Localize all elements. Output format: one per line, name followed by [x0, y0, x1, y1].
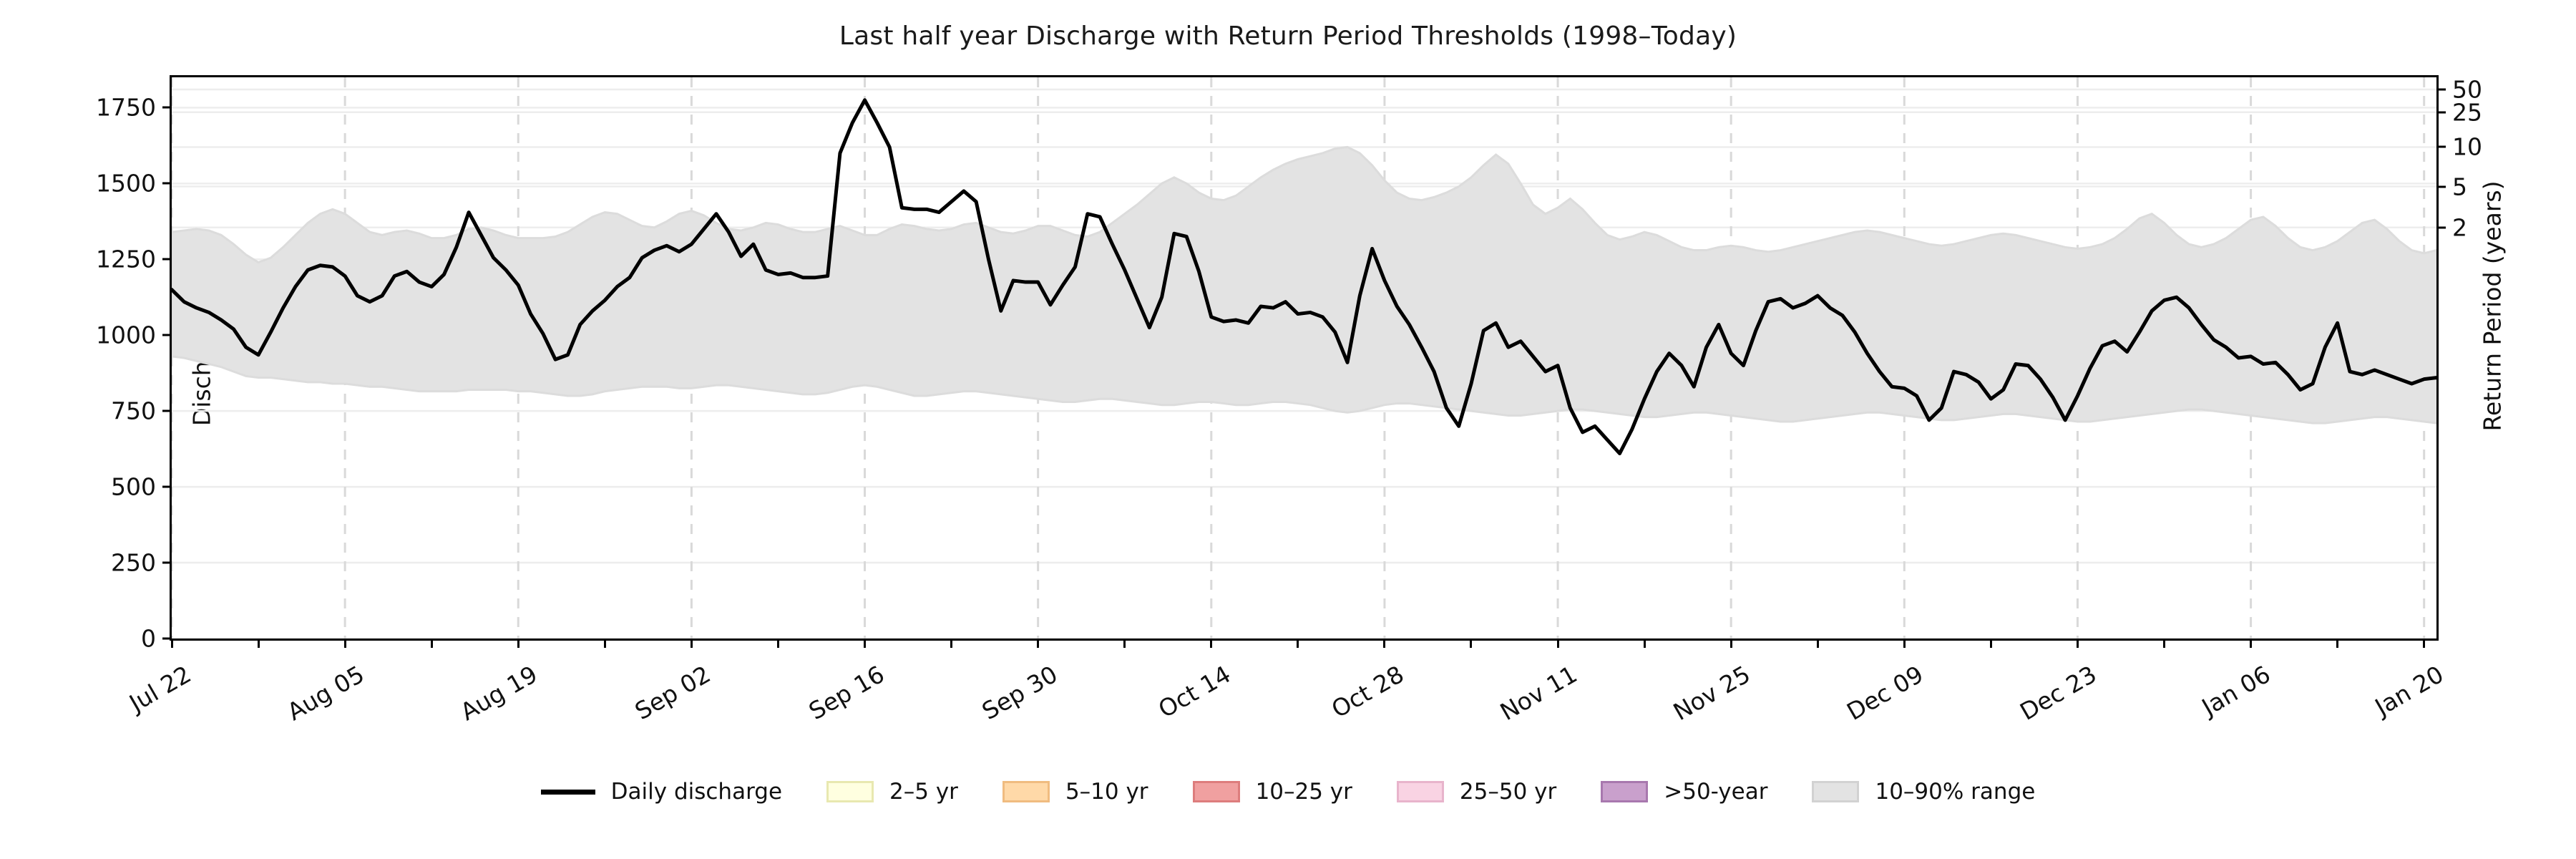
y-tick-label-right: 25	[2452, 98, 2482, 127]
legend-swatch-icon	[1002, 781, 1050, 802]
legend-item[interactable]: 2–5 yr	[826, 779, 958, 805]
y-tick-label-left: 1000	[96, 321, 156, 349]
x-tick-label: Sep 30	[977, 660, 1063, 726]
y-tick-label-left: 0	[141, 624, 156, 653]
legend-swatch-icon	[1396, 781, 1444, 802]
y-tick-label-left: 750	[111, 397, 156, 425]
legend-item[interactable]: 10–25 yr	[1192, 779, 1352, 805]
x-tick-mark-minor	[950, 639, 953, 648]
x-tick-label: Jul 22	[125, 660, 196, 717]
x-tick-label: Nov 11	[1495, 660, 1582, 727]
y-tick-label-right: 2	[2452, 213, 2467, 242]
x-tick-mark-minor	[430, 639, 433, 648]
x-tick-mark	[2250, 639, 2253, 648]
x-tick-label: Nov 25	[1668, 660, 1755, 727]
legend-item[interactable]: Daily discharge	[540, 779, 783, 805]
x-tick-mark	[170, 639, 173, 648]
y-tick-label-left: 1500	[96, 169, 156, 198]
legend-swatch-icon	[1192, 781, 1240, 802]
x-tick-mark	[690, 639, 693, 648]
y-tick-label-right: 5	[2452, 173, 2467, 201]
x-tick-label: Aug 05	[282, 660, 369, 727]
y-tick-label-left: 250	[111, 548, 156, 577]
legend-item[interactable]: 25–50 yr	[1396, 779, 1557, 805]
x-tick-mark	[517, 639, 519, 648]
y-tick-mark-right	[2436, 185, 2446, 188]
x-tick-label: Oct 28	[1327, 660, 1409, 724]
x-tick-label: Jan 20	[2370, 660, 2449, 722]
x-tick-mark	[1383, 639, 1386, 648]
legend-swatch-icon	[1812, 781, 1860, 802]
y-tick-mark-left	[162, 106, 172, 109]
y-tick-label-left: 1250	[96, 245, 156, 273]
legend-label: 10–25 yr	[1255, 779, 1352, 805]
y-tick-label-right: 50	[2452, 75, 2482, 104]
x-tick-mark	[1037, 639, 1040, 648]
y-tick-mark-left	[162, 334, 172, 336]
legend-item[interactable]: 5–10 yr	[1002, 779, 1148, 805]
legend-label: 5–10 yr	[1065, 779, 1148, 805]
x-tick-mark-minor	[1297, 639, 1299, 648]
x-tick-mark-minor	[2163, 639, 2165, 648]
x-tick-mark-minor	[2336, 639, 2339, 648]
y-tick-label-right: 10	[2452, 132, 2482, 161]
x-tick-label: Jan 06	[2197, 660, 2275, 722]
x-tick-mark	[2076, 639, 2079, 648]
x-tick-mark-minor	[1643, 639, 1646, 648]
x-tick-mark-minor	[1989, 639, 1992, 648]
y-axis-label-right: Return Period (years)	[2478, 180, 2507, 432]
y-tick-mark-left	[162, 485, 172, 488]
x-tick-mark-minor	[1123, 639, 1126, 648]
x-tick-label: Oct 14	[1153, 660, 1236, 724]
x-tick-label: Dec 09	[1842, 660, 1928, 726]
legend-line-icon	[540, 789, 595, 795]
x-tick-mark	[343, 639, 346, 648]
y-tick-label-left: 500	[111, 472, 156, 501]
x-tick-mark	[2423, 639, 2426, 648]
x-tick-mark-minor	[257, 639, 260, 648]
y-tick-mark-right	[2436, 226, 2446, 229]
x-tick-label: Sep 02	[630, 660, 716, 726]
legend-label: Daily discharge	[610, 779, 783, 805]
x-tick-mark	[1729, 639, 1732, 648]
legend-label: >50-year	[1664, 779, 1768, 805]
legend-label: 2–5 yr	[889, 779, 958, 805]
y-tick-mark-left	[162, 637, 172, 640]
x-tick-mark-minor	[1816, 639, 1819, 648]
legend-swatch-icon	[826, 781, 874, 802]
legend-item[interactable]: 10–90% range	[1812, 779, 2035, 805]
x-tick-mark-minor	[776, 639, 779, 648]
legend-label: 10–90% range	[1875, 779, 2036, 805]
y-tick-label-left: 1750	[96, 93, 156, 122]
x-tick-mark-minor	[1470, 639, 1473, 648]
x-tick-mark	[1210, 639, 1213, 648]
y-tick-mark-left	[162, 258, 172, 261]
chart-svg	[172, 77, 2436, 639]
legend-swatch-icon	[1601, 781, 1649, 802]
plot-inner	[172, 77, 2436, 639]
y-tick-mark-left	[162, 182, 172, 185]
x-tick-label: Aug 19	[455, 660, 542, 727]
x-tick-label: Sep 16	[804, 660, 889, 726]
y-tick-mark-right	[2436, 145, 2446, 148]
x-tick-mark	[864, 639, 867, 648]
page-title: Last half year Discharge with Return Per…	[839, 21, 1737, 51]
y-tick-mark-left	[162, 561, 172, 564]
legend-label: 25–50 yr	[1459, 779, 1557, 805]
x-tick-mark	[1556, 639, 1559, 648]
y-tick-mark-right	[2436, 88, 2446, 91]
x-tick-label: Dec 23	[2015, 660, 2102, 726]
plot-area: Discharge (m³/s) Return Period (years) 0…	[96, 75, 2507, 726]
x-tick-mark-minor	[603, 639, 606, 648]
y-tick-mark-left	[162, 409, 172, 412]
x-tick-mark	[1903, 639, 1906, 648]
y-tick-mark-right	[2436, 111, 2446, 114]
chart-legend: Daily discharge 2–5 yr 5–10 yr 10–25 yr 25–5…	[0, 779, 2576, 805]
legend-item[interactable]: >50-year	[1601, 779, 1767, 805]
